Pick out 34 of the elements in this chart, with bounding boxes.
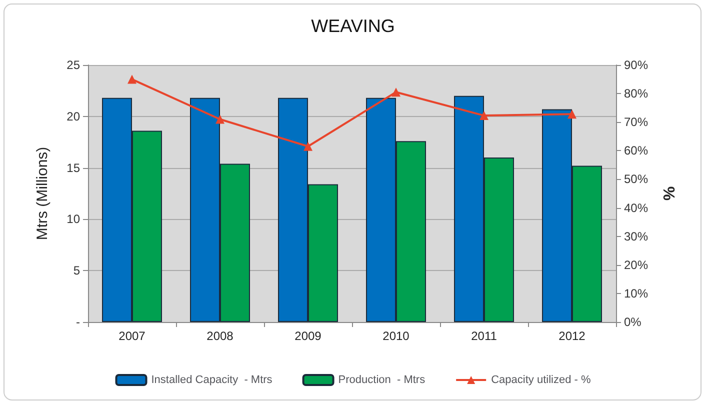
y2-tick-label: 80% (624, 86, 648, 101)
y2-tick-label: 40% (624, 200, 648, 215)
point (216, 114, 224, 124)
point (304, 142, 312, 151)
x-tick-label: 2012 (558, 329, 586, 343)
y2-tick-label: 0% (624, 315, 642, 329)
y-tick-label: 5 (73, 264, 80, 278)
y2-tick-label: 10% (624, 286, 648, 300)
point (568, 110, 576, 119)
y-axis-title: Mtrs (Millions) (34, 146, 51, 240)
y2-tick-label: 70% (624, 115, 648, 130)
y-tick-label: 10 (66, 212, 80, 226)
x-tick-label: 2010 (382, 329, 410, 343)
chart-title: WEAVING (311, 16, 395, 36)
y2-tick-label: 20% (624, 258, 648, 272)
y-tick-label: 15 (66, 160, 80, 175)
y2-tick-label: 30% (624, 229, 648, 244)
y-tick-label: - (76, 315, 80, 329)
legend-label: Installed Capacity - Mtrs (151, 374, 273, 386)
x-tick-label: 2007 (118, 329, 146, 343)
y2-tick-label: 50% (624, 172, 648, 186)
point (480, 111, 488, 120)
y2-axis-title: % (660, 186, 676, 201)
y-tick-label: 20 (66, 109, 80, 124)
legend-label: Production - Mtrs (338, 374, 426, 386)
y-tick-label: 25 (66, 58, 80, 72)
legend-label: Capacity utilized - % (491, 374, 591, 386)
y2-tick-label: 60% (624, 144, 648, 158)
y2-tick-label: 90% (624, 58, 648, 72)
x-tick-label: 2008 (206, 329, 234, 343)
point (392, 88, 400, 97)
x-tick-label: 2011 (471, 329, 498, 343)
x-tick-label: 2009 (294, 329, 322, 343)
point (128, 74, 136, 84)
